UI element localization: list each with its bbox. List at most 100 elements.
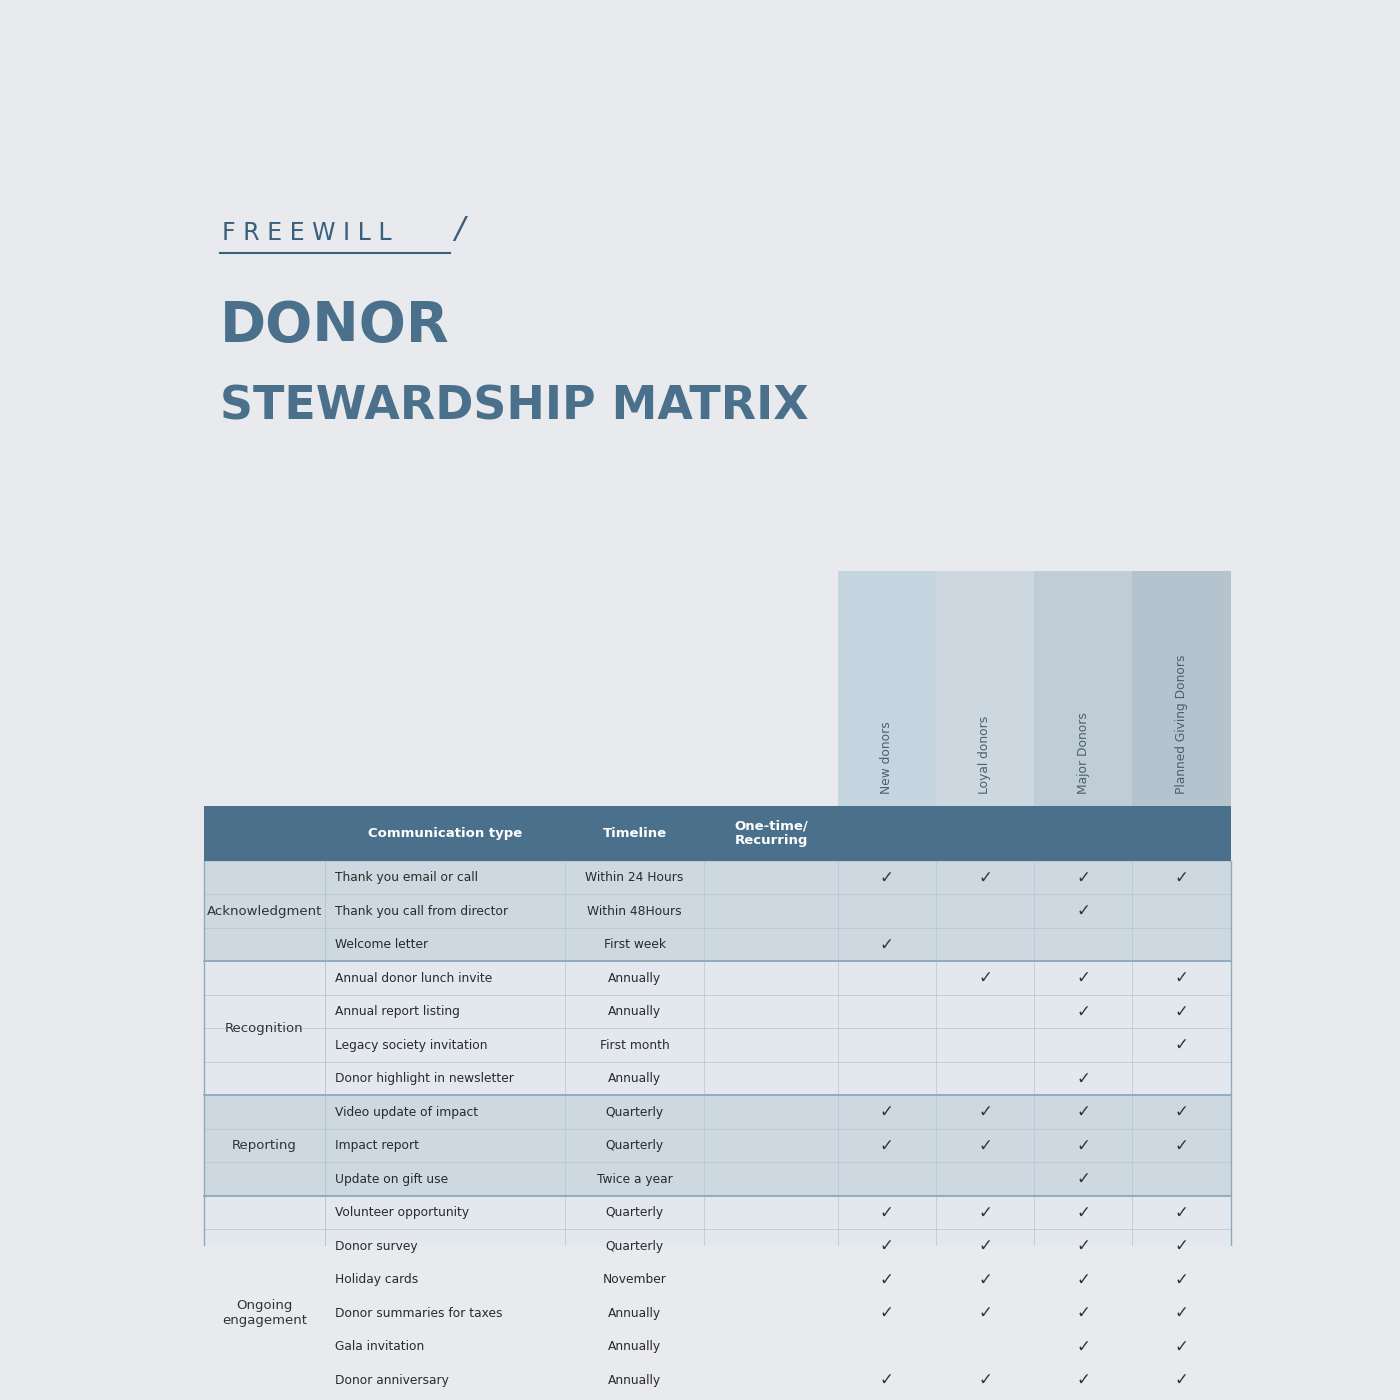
Bar [204, 861, 325, 962]
Text: ✓: ✓ [1077, 1305, 1091, 1322]
Bar [204, 962, 325, 1095]
Text: ✓: ✓ [879, 1371, 893, 1389]
Bar [204, 1263, 1231, 1296]
Text: ✓: ✓ [1077, 1204, 1091, 1222]
Text: Annually: Annually [608, 972, 661, 984]
Text: ✓: ✓ [1175, 1036, 1189, 1054]
Text: ✓: ✓ [1175, 1271, 1189, 1288]
Text: ✓: ✓ [1175, 1204, 1189, 1222]
Text: Major Donors: Major Donors [1077, 713, 1089, 794]
Text: ✓: ✓ [1175, 969, 1189, 987]
Text: Impact report: Impact report [335, 1140, 419, 1152]
Text: ✓: ✓ [1077, 1070, 1091, 1088]
Text: ✓: ✓ [1077, 1271, 1091, 1288]
Bar [204, 962, 1231, 995]
Text: ✓: ✓ [979, 869, 993, 886]
Bar [204, 1063, 1231, 1095]
Text: Volunteer opportunity: Volunteer opportunity [335, 1207, 469, 1219]
Text: Reporting: Reporting [232, 1140, 297, 1152]
Text: ✓: ✓ [979, 1371, 993, 1389]
Text: Within 48Hours: Within 48Hours [587, 904, 682, 918]
Text: ✓: ✓ [1077, 1002, 1091, 1021]
Text: Planned Giving Donors: Planned Giving Donors [1175, 655, 1189, 794]
Text: ✓: ✓ [1175, 1137, 1189, 1155]
Text: Annually: Annually [608, 1306, 661, 1320]
Bar [1035, 571, 1133, 805]
Text: ✓: ✓ [1175, 1371, 1189, 1389]
Text: Quarterly: Quarterly [606, 1106, 664, 1119]
Text: ✓: ✓ [1077, 869, 1091, 886]
Bar [204, 1364, 1231, 1397]
Bar [204, 1095, 325, 1196]
Text: Annually: Annually [608, 1373, 661, 1386]
Text: ✓: ✓ [979, 1238, 993, 1256]
Text: ✓: ✓ [879, 1238, 893, 1256]
Text: ✓: ✓ [879, 869, 893, 886]
Text: Annual report listing: Annual report listing [335, 1005, 459, 1018]
Text: F R E E W I L L: F R E E W I L L [221, 221, 391, 245]
Text: ✓: ✓ [1077, 1103, 1091, 1121]
Text: ✓: ✓ [879, 935, 893, 953]
Bar [204, 928, 1231, 962]
Text: ✓: ✓ [1175, 1305, 1189, 1322]
Text: ✓: ✓ [1077, 1170, 1091, 1189]
Text: Annually: Annually [608, 1340, 661, 1354]
Bar [204, 995, 1231, 1029]
Text: Communication type: Communication type [368, 827, 522, 840]
Text: Quarterly: Quarterly [606, 1207, 664, 1219]
Text: Twice a year: Twice a year [596, 1173, 672, 1186]
Text: ✓: ✓ [879, 1103, 893, 1121]
Text: Update on gift use: Update on gift use [335, 1173, 448, 1186]
Text: ✓: ✓ [1077, 1371, 1091, 1389]
Text: Thank you call from director: Thank you call from director [335, 904, 508, 918]
Text: Donor anniversary: Donor anniversary [335, 1373, 448, 1386]
Text: Thank you email or call: Thank you email or call [335, 871, 477, 885]
Text: ✓: ✓ [1175, 1337, 1189, 1355]
Bar [837, 805, 935, 861]
Text: DONOR: DONOR [220, 298, 449, 353]
Text: Donor highlight in newsletter: Donor highlight in newsletter [335, 1072, 514, 1085]
Text: ✓: ✓ [1077, 1137, 1091, 1155]
Text: ✓: ✓ [879, 1305, 893, 1322]
Text: First month: First month [599, 1039, 669, 1051]
Bar [1035, 805, 1133, 861]
Text: ✓: ✓ [1077, 1337, 1091, 1355]
Text: Annually: Annually [608, 1005, 661, 1018]
Bar [837, 571, 935, 805]
Bar [204, 805, 1231, 861]
Text: ✓: ✓ [1077, 1238, 1091, 1256]
Text: Donor summaries for taxes: Donor summaries for taxes [335, 1306, 503, 1320]
Text: ✓: ✓ [879, 1137, 893, 1155]
Text: Quarterly: Quarterly [606, 1140, 664, 1152]
Bar [204, 1229, 1231, 1263]
Bar [204, 1330, 1231, 1364]
Bar [204, 1029, 1231, 1063]
Text: ✓: ✓ [1175, 1103, 1189, 1121]
Text: STEWARDSHIP MATRIX: STEWARDSHIP MATRIX [220, 384, 809, 430]
Text: ✓: ✓ [879, 1204, 893, 1222]
Text: Video update of impact: Video update of impact [335, 1106, 477, 1119]
Text: Annually: Annually [608, 1072, 661, 1085]
Bar [204, 1196, 1231, 1229]
Text: ✓: ✓ [979, 969, 993, 987]
Text: Legacy society invitation: Legacy society invitation [335, 1039, 487, 1051]
Bar [204, 1397, 1231, 1400]
Text: Recognition: Recognition [225, 1022, 304, 1035]
Bar [204, 1196, 325, 1400]
Text: New donors: New donors [881, 721, 893, 794]
Bar [204, 861, 1231, 895]
Text: ✓: ✓ [1175, 869, 1189, 886]
Text: ✓: ✓ [979, 1271, 993, 1288]
Bar [204, 1128, 1231, 1162]
Text: Timeline: Timeline [602, 827, 666, 840]
Text: ✓: ✓ [1077, 902, 1091, 920]
Text: One-time/
Recurring: One-time/ Recurring [734, 819, 808, 847]
Text: First week: First week [603, 938, 665, 951]
Text: /: / [454, 216, 465, 244]
Text: Gala invitation: Gala invitation [335, 1340, 424, 1354]
Text: ✓: ✓ [1077, 969, 1091, 987]
Text: Holiday cards: Holiday cards [335, 1273, 417, 1287]
Bar [1133, 805, 1231, 861]
Bar [204, 1095, 1231, 1128]
Text: November: November [602, 1273, 666, 1287]
